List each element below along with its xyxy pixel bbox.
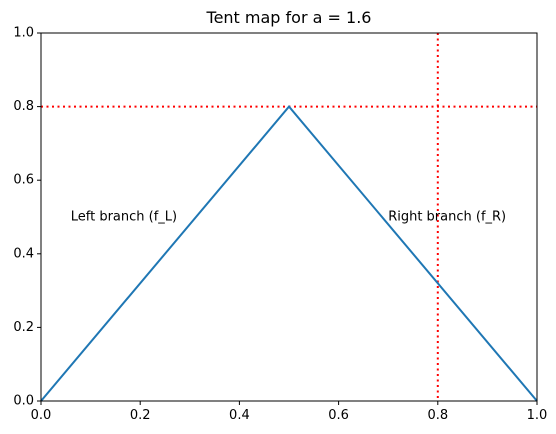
x-tick-label: 0.2 [130, 408, 151, 423]
plot-area: Left branch (f_L) Right branch (f_R) [40, 33, 538, 402]
y-tick-label: 0.8 [13, 99, 34, 114]
x-tick-label: 0.8 [427, 408, 448, 423]
annotation-left-branch: Left branch (f_L) [71, 210, 177, 225]
x-tick-label: 0.0 [31, 408, 52, 423]
y-tick-label: 0.0 [13, 394, 34, 409]
y-tick-label: 1.0 [13, 26, 34, 41]
annotation-right-branch: Right branch (f_R) [388, 210, 506, 225]
y-tick-label: 0.6 [13, 173, 34, 188]
axes-frame [40, 32, 538, 402]
x-tick-label: 1.0 [527, 408, 548, 423]
y-tick-label: 0.4 [13, 246, 34, 261]
x-tick-label: 0.4 [229, 408, 250, 423]
tent-map-line [40, 105, 538, 402]
chart-title: Tent map for a = 1.6 [206, 8, 372, 27]
x-tick-label: 0.6 [328, 408, 349, 423]
y-tick-label: 0.2 [13, 320, 34, 335]
axes: 0.0 0.2 0.4 0.6 0.8 1.0 0.0 0.2 0.4 0.6 0.8 1.0 [13, 26, 547, 424]
